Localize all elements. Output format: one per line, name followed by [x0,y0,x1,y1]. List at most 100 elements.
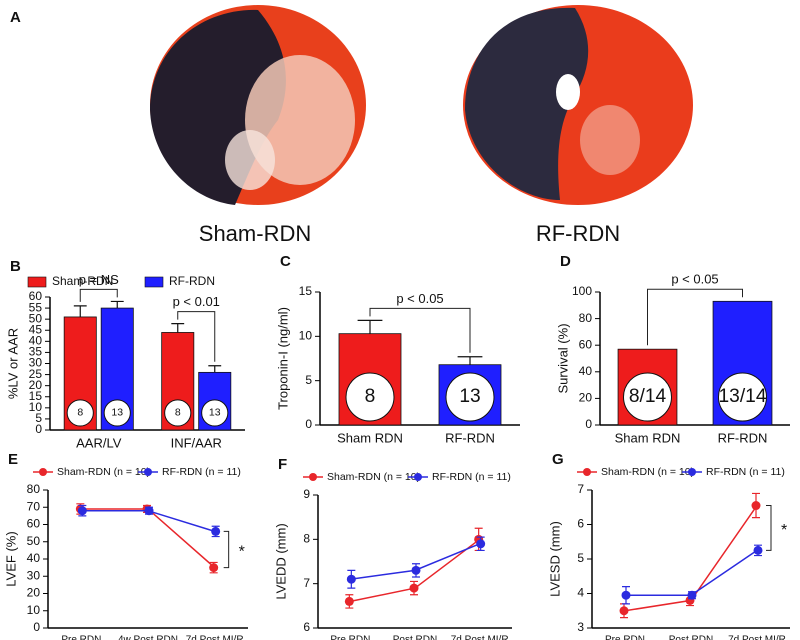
y-axis-label: %LV or AAR [5,328,20,399]
heart-image-sham [150,5,366,206]
annotation: p < 0.05 [671,272,718,287]
n-label: 13 [459,386,480,407]
legend-swatch [27,276,47,288]
panel-letter: D [560,253,571,270]
y-axis-label: Survival (%) [555,323,570,393]
y-tick-label: 20 [27,586,41,600]
point [687,590,697,600]
n-label: 13/14 [718,386,766,407]
y-tick-label: 50 [29,311,43,325]
x-tick-label: 7d Post MI/R [728,635,786,640]
annotation: p < 0.01 [173,294,220,309]
series-line [81,508,216,569]
legend-marker [583,468,591,476]
significance-bracket [647,288,743,346]
image-label: Sham-RDN [199,221,311,246]
legend-marker [309,473,317,481]
y-axis-label: LVEDD (mm) [273,523,288,599]
legend-label: Sham-RDN (n = 10) [327,471,420,483]
n-badge [623,372,672,422]
panel-letter: F [278,456,287,473]
n-label: 8 [365,386,376,407]
point [476,539,486,549]
y-tick-label: 8 [303,532,310,546]
x-tick-label: AAR/LV [76,435,122,450]
y-tick-label: 6 [303,620,310,634]
y-tick-label: 40 [29,334,43,348]
y-tick-label: 60 [29,289,43,303]
point [77,506,87,516]
image-label: RF-RDN [536,221,620,246]
y-axis-label: LVEF (%) [3,531,18,586]
y-tick-label: 80 [579,311,593,325]
error-bar [357,319,383,334]
y-tick-label: 0 [35,422,42,436]
significance-bracket [223,530,230,569]
y-tick-label: 5 [35,411,42,425]
n-badge [201,399,229,427]
y-tick-label: 55 [29,300,43,314]
panel-letter: E [8,451,18,468]
x-tick-label: 4w Post RDN [118,635,178,640]
significance-bracket [177,311,216,362]
annotation: p < 0.05 [396,291,443,306]
point [409,583,419,593]
panel-letter: A [10,9,21,26]
y-tick-label: 4 [577,586,584,600]
y-tick-label: 10 [299,329,313,343]
legend-label: RF-RDN [169,274,215,288]
point [346,574,356,584]
x-tick-label: Post RDN [393,635,437,640]
y-tick-label: 45 [29,322,43,336]
x-tick-label: Sham RDN [615,430,681,445]
legend-label: Sham-RDN (n = 10) [57,466,150,478]
point [209,563,219,573]
x-tick-label: Sham RDN [337,430,403,445]
x-tick-label: INF/AAR [171,435,222,450]
y-tick-label: 9 [303,487,310,501]
y-tick-label: 60 [579,337,593,351]
legend-label: Sham-RDN (n = 10) [601,466,694,478]
y-axis-label: Troponin-I (ng/ml) [275,307,290,410]
n-label: 13 [209,408,221,419]
error-bar [457,356,483,365]
n-badge [345,372,395,422]
y-tick-label: 25 [29,367,43,381]
x-tick-label: RF-RDN [445,430,495,445]
error-bar [110,300,124,309]
x-tick-label: RF-RDN [718,430,768,445]
y-tick-label: 80 [27,482,41,496]
x-tick-label: 7d Post MI/R [451,635,509,640]
point [211,526,221,536]
y-axis-label: LVESD (mm) [547,521,562,597]
legend-marker [414,473,422,481]
annotation: p = NS [79,272,119,287]
legend-label: RF-RDN (n = 11) [162,466,241,478]
y-tick-label: 30 [29,356,43,370]
y-tick-label: 15 [29,389,43,403]
error-bar [171,323,185,333]
n-badge [66,399,94,427]
n-label: 13 [111,408,123,419]
n-badge [445,372,495,422]
legend-label: RF-RDN (n = 11) [432,471,511,483]
y-tick-label: 5 [577,551,584,565]
heart-image-rf [463,5,693,205]
y-tick-label: 0 [33,620,40,634]
y-tick-label: 50 [27,534,41,548]
y-tick-label: 30 [27,568,41,582]
annotation: * [781,522,787,539]
legend-label: Sham-RDN [52,274,113,288]
y-tick-label: 10 [27,603,41,617]
y-tick-label: 40 [27,551,41,565]
significance-bracket [766,505,772,551]
x-tick-label: Pre RDN [330,635,370,640]
y-tick-label: 0 [585,417,592,431]
y-tick-label: 35 [29,345,43,359]
error-bar [208,365,222,373]
panel-letter: G [552,451,564,468]
point [344,596,354,606]
y-tick-label: 10 [29,400,43,414]
significance-bracket [369,307,471,353]
